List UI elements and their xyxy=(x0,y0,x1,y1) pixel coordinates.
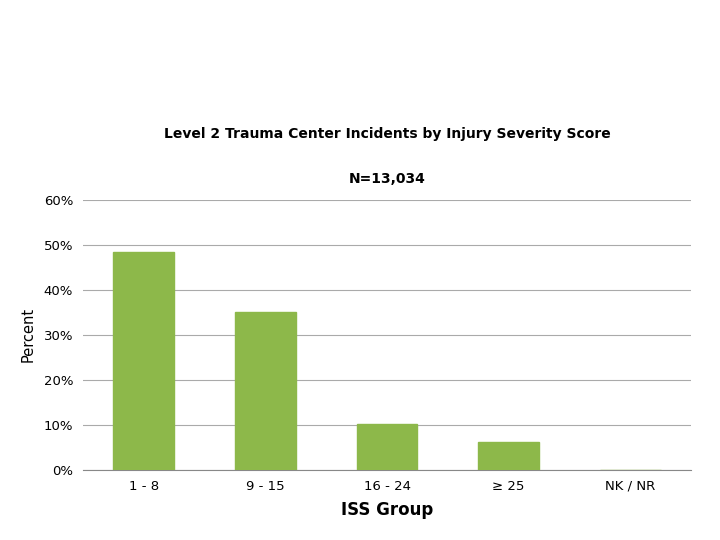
Bar xyxy=(235,312,296,470)
Text: N=13,034: N=13,034 xyxy=(348,172,426,186)
Y-axis label: Percent: Percent xyxy=(20,307,35,362)
Text: Texas Level 2 Trauma Centers Incidents by: Texas Level 2 Trauma Centers Incidents b… xyxy=(248,30,698,49)
Text: Injury Severity Score: Injury Severity Score xyxy=(476,70,698,89)
Text: Level 2 Trauma Center Incidents by Injury Severity Score: Level 2 Trauma Center Incidents by Injur… xyxy=(163,127,611,141)
Bar xyxy=(478,442,539,470)
Bar xyxy=(356,424,418,470)
X-axis label: ISS Group: ISS Group xyxy=(341,501,433,519)
Bar xyxy=(113,252,174,470)
